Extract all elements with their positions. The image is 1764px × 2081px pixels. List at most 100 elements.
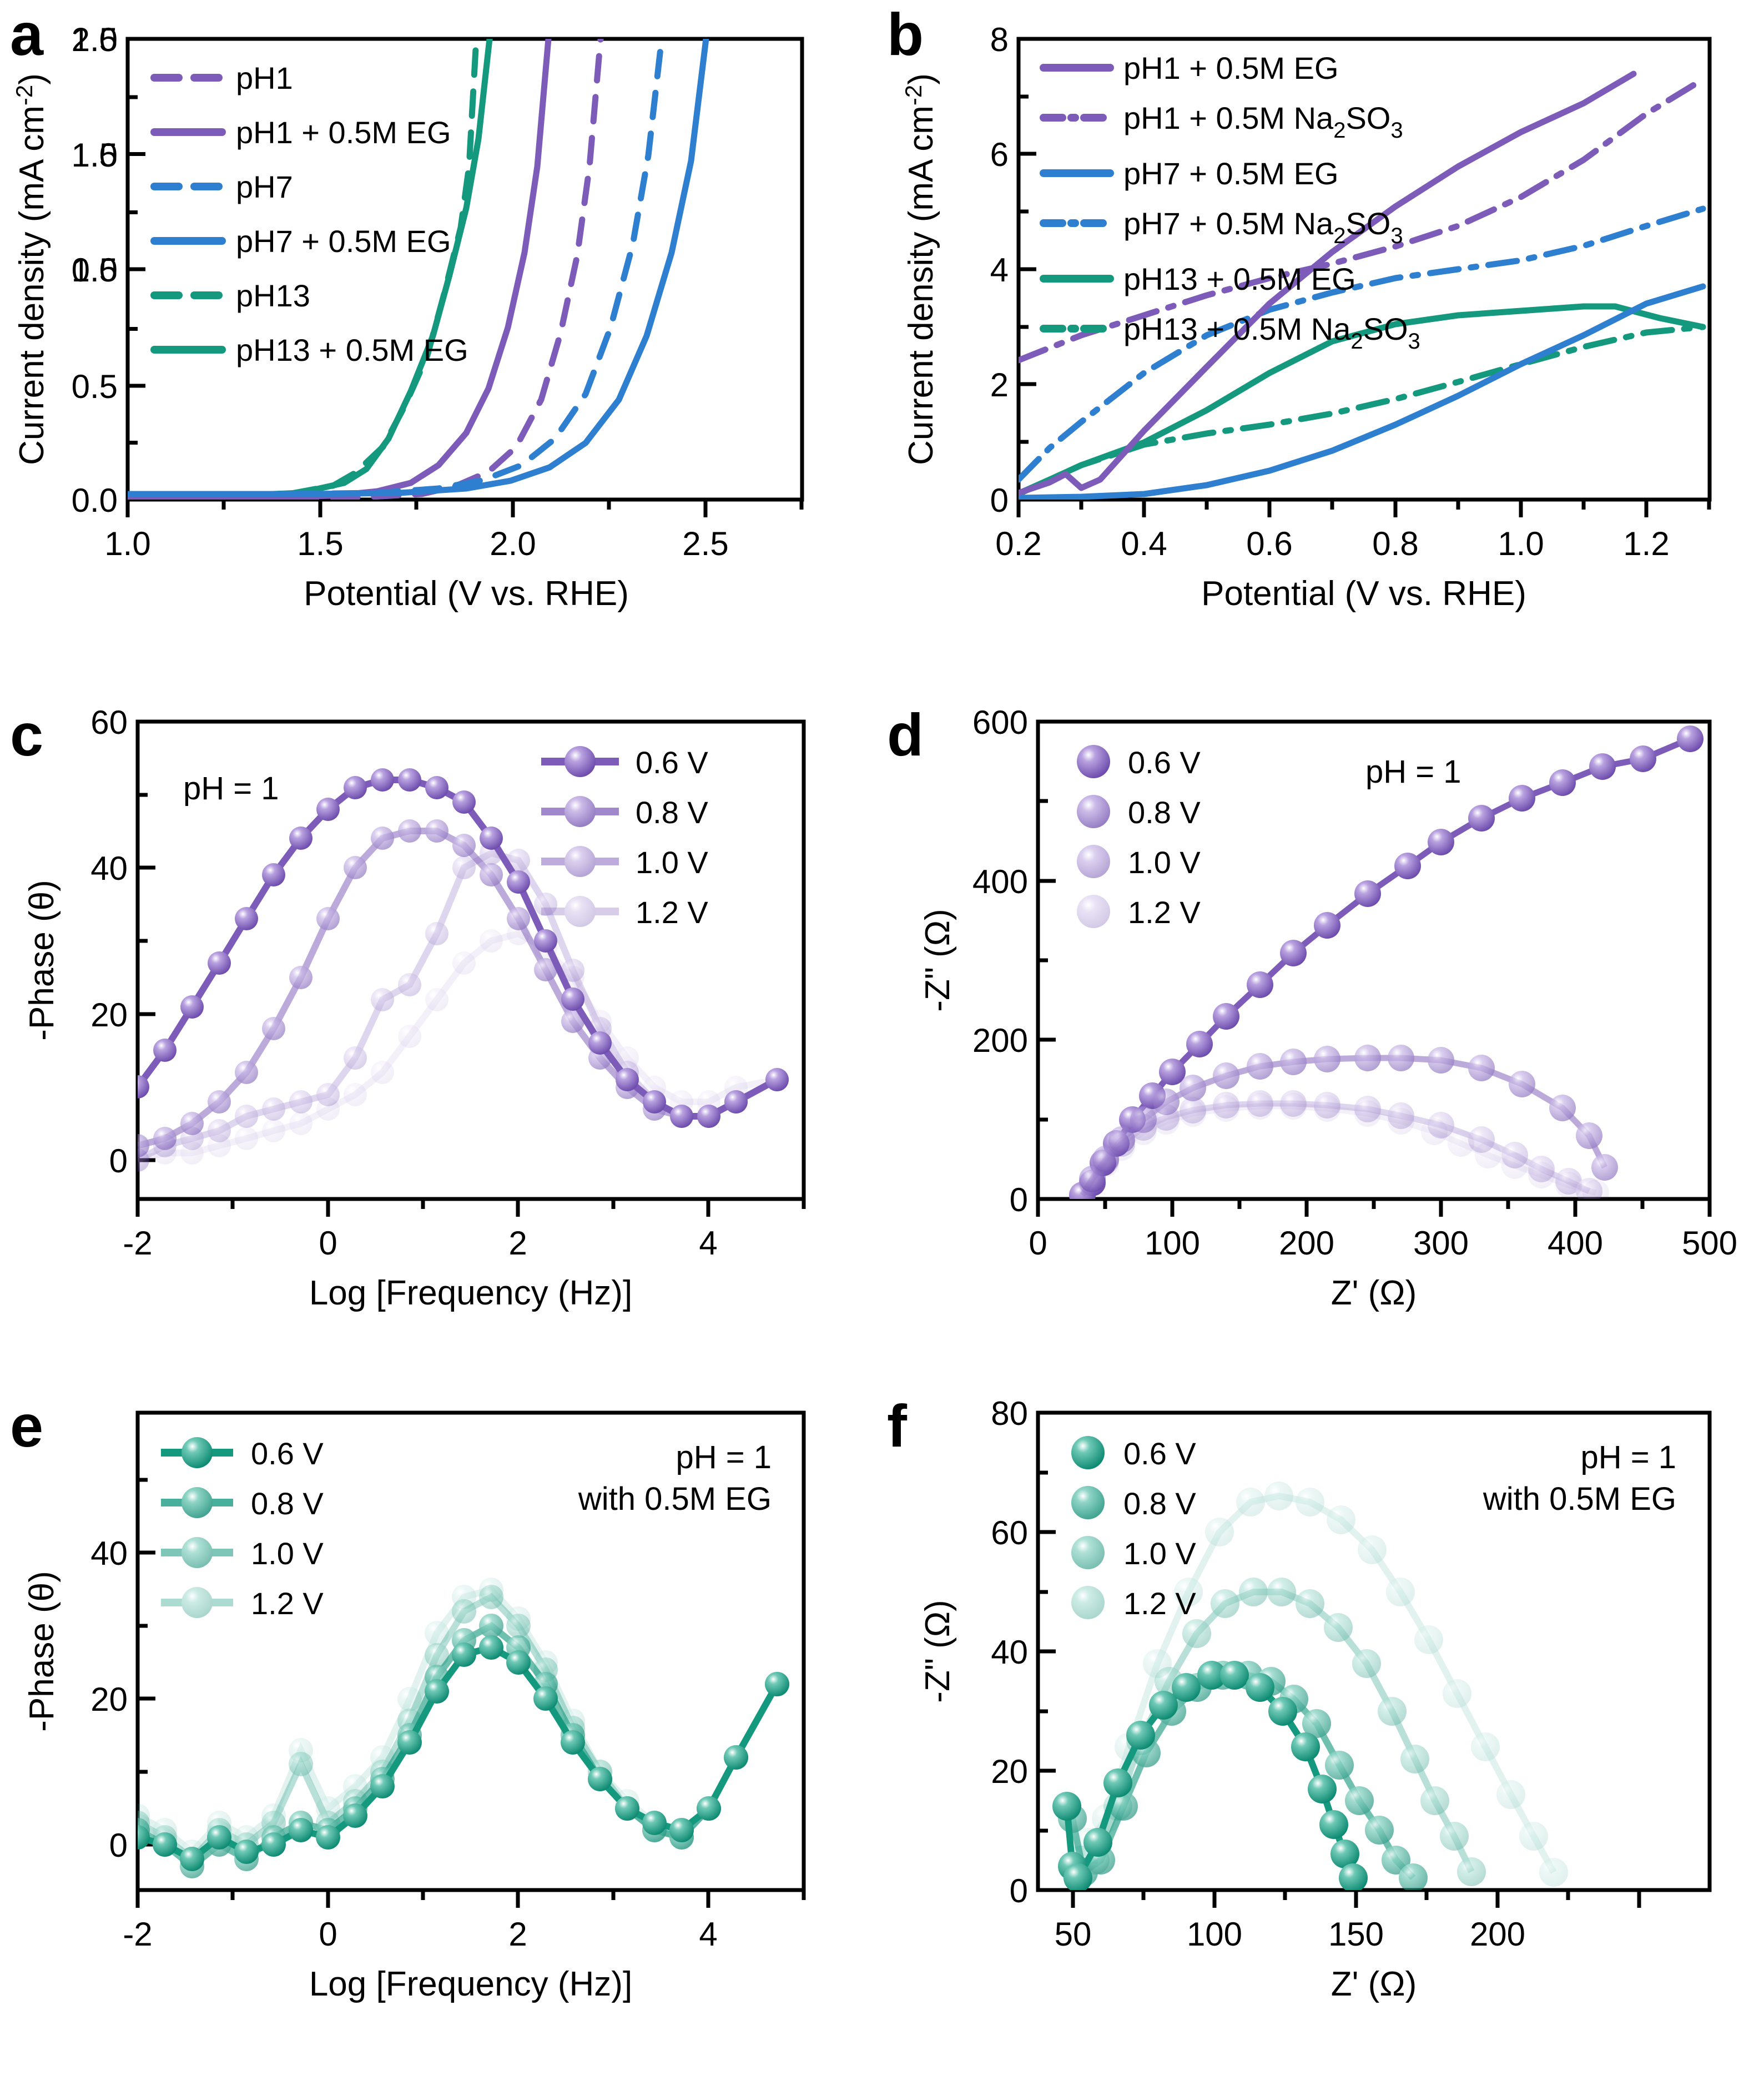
y-axis-title: -Phase (θ) xyxy=(23,880,61,1040)
legend-item[interactable]: 0.6 V xyxy=(541,745,708,780)
curve-ph1-eg xyxy=(1019,70,1637,496)
legend-label: pH1 + 0.5M EG xyxy=(1123,51,1339,85)
legend-a: pH1 pH1 + 0.5M EG pH7 pH7 + 0.5M EG pH13 xyxy=(150,61,468,367)
y-axis-title-main: Current density (mA cm xyxy=(902,105,940,465)
legend-marker xyxy=(1077,745,1110,778)
legend-item[interactable]: 0.8 V xyxy=(1071,1486,1196,1521)
legend-item[interactable]: pH7 + 0.5M Na2SO3 xyxy=(1040,206,1403,248)
x-axis-title: Log [Frequency (Hz)] xyxy=(309,1274,632,1312)
legend-item[interactable]: 1.2 V xyxy=(161,1586,324,1621)
legend-label: 0.8 V xyxy=(1123,1486,1196,1521)
curve-ph1-na2so3 xyxy=(1019,76,1706,364)
legend-label: 1.0 V xyxy=(636,845,708,880)
series-0p6V xyxy=(1052,1661,1368,1890)
y-tick-label-0: 0 xyxy=(990,482,1009,519)
y-tick-label-05: 0.5 xyxy=(72,368,118,405)
legend-item[interactable]: pH7 xyxy=(150,169,293,204)
x-tick-label: -2 xyxy=(123,1225,152,1262)
legend-item[interactable]: 0.8 V xyxy=(541,795,708,830)
legend-item[interactable]: pH13 xyxy=(150,278,310,313)
legend-item[interactable]: 0.6 V xyxy=(1077,745,1201,780)
y-tick-label-600: 600 xyxy=(972,704,1028,741)
panel-b-plot: 0 2 4 6 8 0.2 0.4 0.6 0.8 1.0 1.2 Potent… xyxy=(900,21,1712,613)
legend-label: 1.2 V xyxy=(636,895,708,930)
x-axis-title: Z' (Ω) xyxy=(1331,1965,1417,2003)
legend-item[interactable]: pH13 + 0.5M EG xyxy=(150,332,468,367)
legend-label: pH7 xyxy=(236,169,293,204)
legend-label: pH13 + 0.5M EG xyxy=(236,332,468,367)
x-tick-label: 0 xyxy=(319,1916,337,1953)
legend-marker xyxy=(1077,895,1110,928)
annotation-ph: pH = 1 xyxy=(1581,1439,1677,1475)
x-tick-label: 2 xyxy=(508,1225,527,1262)
legend-item[interactable]: 0.8 V xyxy=(161,1486,324,1521)
y-axis-title: Current density (mA cm-2) xyxy=(11,73,51,465)
y-tick-label-15: 1.5 xyxy=(72,137,118,174)
legend-item[interactable]: pH7 + 0.5M EG xyxy=(150,224,451,259)
legend-marker xyxy=(1071,1586,1105,1619)
legend-item[interactable]: pH1 + 0.5M EG xyxy=(1040,51,1339,85)
panel-d-letter: d xyxy=(887,701,924,768)
y-axis-title-tail: ) xyxy=(902,73,940,85)
y-tick-label-0: 0 xyxy=(109,1142,128,1180)
legend-marker xyxy=(1077,845,1110,878)
x-axis-ticks xyxy=(135,1890,806,1908)
y-tick-label: 1.5 xyxy=(72,21,118,58)
legend-item[interactable]: pH1 + 0.5M Na2SO3 xyxy=(1040,100,1403,143)
legend-item[interactable]: 0.6 V xyxy=(1071,1436,1196,1471)
y-axis-title-sup: -2 xyxy=(900,85,926,105)
x-tick-label: 4 xyxy=(699,1225,717,1262)
y-tick-label: 0.5 xyxy=(72,251,118,289)
x-tick-label: 4 xyxy=(699,1916,717,1953)
legend-item[interactable]: 0.6 V xyxy=(161,1436,324,1471)
panel-f-plot: 0 20 40 60 80 50 100 150 200 Z' (Ω) -Z" … xyxy=(919,1395,1712,2003)
legend-label: 0.8 V xyxy=(1128,795,1201,830)
y-axis-ticks xyxy=(128,37,145,502)
plot-frame xyxy=(135,719,806,1201)
curve-ph13-eg xyxy=(128,39,493,499)
legend-label: pH1 xyxy=(236,61,293,95)
curve-group xyxy=(128,39,709,500)
x-axis-ticks xyxy=(1036,1199,1712,1217)
series-0p6V xyxy=(138,768,789,1128)
legend-item[interactable]: pH1 xyxy=(150,61,293,95)
annotation-ph: pH = 1 xyxy=(676,1439,772,1475)
legend-label: 0.6 V xyxy=(1128,745,1201,780)
legend-item[interactable]: 1.2 V xyxy=(1071,1586,1196,1621)
panel-e-letter: e xyxy=(10,1392,44,1459)
legend-marker xyxy=(565,796,596,827)
legend-item[interactable]: 1.0 V xyxy=(161,1536,324,1571)
x-tick-label: 150 xyxy=(1328,1916,1384,1953)
legend-label: 0.8 V xyxy=(636,795,708,830)
x-tick-label: 0.4 xyxy=(1121,525,1167,562)
legend-item[interactable]: pH13 + 0.5M Na2SO3 xyxy=(1040,311,1420,354)
y-axis-title-text: -Z" (Ω) xyxy=(919,1600,957,1702)
legend-item[interactable]: 1.2 V xyxy=(1077,895,1201,930)
curve-ph13-eg xyxy=(1019,303,1706,497)
legend-item[interactable]: 1.0 V xyxy=(541,845,708,880)
series-1p2V xyxy=(1069,1093,1609,1199)
legend-item[interactable]: 0.8 V xyxy=(1077,795,1201,830)
legend-item[interactable]: 1.2 V xyxy=(541,895,708,930)
x-tick-label: 1.2 xyxy=(1623,525,1669,562)
y-axis-ticks xyxy=(1038,1410,1056,1892)
legend-item[interactable]: 1.0 V xyxy=(1071,1536,1196,1571)
legend-item[interactable]: pH1 + 0.5M EG xyxy=(150,115,451,150)
legend-label: 0.6 V xyxy=(636,745,708,780)
y-axis-title-tail: ) xyxy=(13,73,51,85)
legend-item[interactable]: 1.0 V xyxy=(1077,845,1201,880)
x-tick-label: 500 xyxy=(1682,1225,1737,1262)
svg-text:Current density (mA cm-2): Current density (mA cm-2) xyxy=(11,73,51,465)
y-axis-ticks xyxy=(1038,719,1056,1201)
panel-c: c xyxy=(0,699,866,1390)
y-tick-label-200: 200 xyxy=(972,1022,1028,1059)
legend-item[interactable]: pH13 + 0.5M EG xyxy=(1040,261,1356,296)
x-tick-label: 1.5 xyxy=(297,525,343,562)
x-tick-label: 2.5 xyxy=(682,525,728,562)
curve-ph7 xyxy=(128,39,665,497)
annotation-ph: pH = 1 xyxy=(1365,754,1461,790)
legend-item[interactable]: pH7 + 0.5M EG xyxy=(1040,156,1339,191)
scatter-group xyxy=(1052,1482,1568,1890)
curve-ph1-eg xyxy=(128,39,552,500)
y-tick-label-80: 80 xyxy=(991,1395,1028,1432)
